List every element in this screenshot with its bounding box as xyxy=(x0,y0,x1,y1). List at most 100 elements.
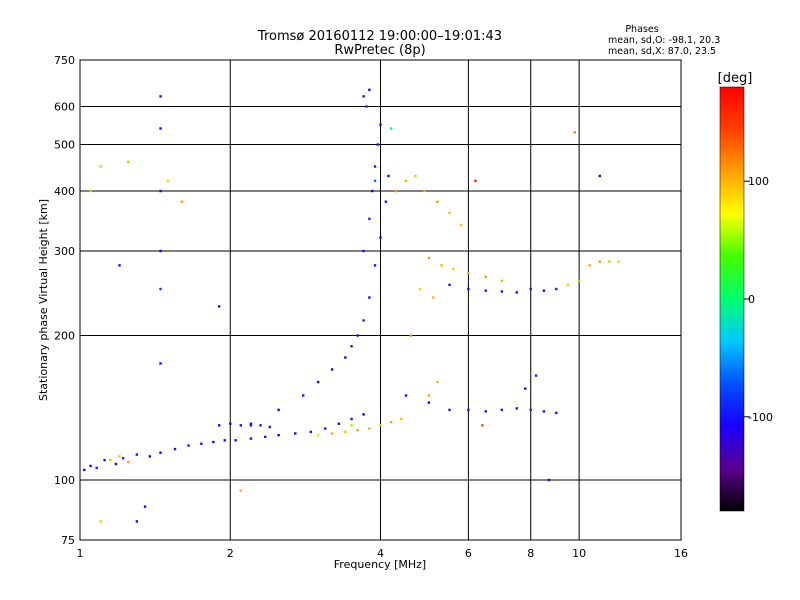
data-point xyxy=(598,174,601,178)
colorbar-tick-label: 0 xyxy=(748,293,755,306)
data-point xyxy=(436,200,439,203)
data-point xyxy=(459,223,463,227)
data-point xyxy=(350,424,353,427)
data-point xyxy=(356,429,359,432)
data-point xyxy=(180,200,184,203)
data-point xyxy=(389,420,393,424)
data-point xyxy=(362,249,365,253)
y-tick-label: 100 xyxy=(54,474,75,487)
data-point xyxy=(515,407,518,410)
data-point xyxy=(542,410,546,413)
data-point xyxy=(344,356,347,359)
data-point xyxy=(249,424,253,427)
data-point xyxy=(500,279,504,283)
data-point xyxy=(577,279,581,283)
data-point xyxy=(448,408,451,412)
data-point xyxy=(83,468,86,472)
data-point xyxy=(330,432,334,435)
data-point xyxy=(389,127,393,130)
data-point xyxy=(159,451,162,454)
data-point xyxy=(427,256,431,260)
data-point xyxy=(617,260,620,263)
data-point xyxy=(368,296,371,299)
data-point xyxy=(95,466,98,470)
data-point xyxy=(598,260,601,263)
data-point xyxy=(555,411,558,415)
data-point xyxy=(350,417,353,421)
data-point xyxy=(368,88,371,92)
data-point xyxy=(376,143,379,146)
data-point xyxy=(394,189,398,193)
data-point xyxy=(229,422,232,425)
data-point xyxy=(159,127,162,130)
data-point xyxy=(542,289,546,292)
data-point xyxy=(234,439,237,442)
data-point xyxy=(135,520,139,523)
data-point xyxy=(135,453,139,456)
data-point xyxy=(362,319,365,322)
data-point xyxy=(515,291,518,294)
data-point xyxy=(337,422,341,425)
data-points xyxy=(83,88,620,523)
data-point xyxy=(608,260,611,263)
x-axis-ticks: 1 2 4 6 8 10 16 xyxy=(77,547,689,560)
data-point xyxy=(399,417,403,421)
data-point xyxy=(217,305,221,308)
y-tick-label: 600 xyxy=(54,101,75,114)
data-point xyxy=(547,478,551,482)
colorbar-label: [deg] xyxy=(718,71,753,86)
data-point xyxy=(277,408,280,412)
data-point xyxy=(474,179,477,183)
data-point xyxy=(500,290,504,293)
y-tick-label: 400 xyxy=(54,185,75,198)
data-point xyxy=(159,362,162,365)
data-point xyxy=(440,264,443,267)
data-point xyxy=(268,425,271,429)
data-point xyxy=(467,271,470,275)
x-tick-label: 16 xyxy=(674,547,688,560)
data-point xyxy=(588,264,591,267)
stats-x-line: mean, sd,X: 87.0, 23.5 xyxy=(608,46,716,57)
x-tick-label: 8 xyxy=(527,547,534,560)
data-point xyxy=(529,408,532,412)
x-tick-label: 10 xyxy=(572,547,586,560)
stats-heading: Phases xyxy=(625,24,658,35)
data-point xyxy=(159,95,162,98)
x-tick-label: 1 xyxy=(77,547,84,560)
data-point xyxy=(166,179,170,183)
data-point xyxy=(223,439,226,442)
x-axis-label: Frequency [MHz] xyxy=(334,558,426,571)
data-point xyxy=(127,460,130,464)
data-point xyxy=(294,432,297,435)
data-point xyxy=(200,442,203,445)
data-point xyxy=(330,368,334,371)
data-point xyxy=(316,380,320,384)
data-point xyxy=(362,95,365,98)
data-point xyxy=(259,424,262,427)
data-point xyxy=(524,387,527,390)
plot-area xyxy=(79,59,682,541)
data-point xyxy=(555,287,558,291)
data-point xyxy=(362,413,365,416)
data-point xyxy=(448,211,451,215)
data-point xyxy=(249,437,253,440)
x-tick-label: 4 xyxy=(377,547,384,560)
colorbar-tick-label: 100 xyxy=(748,175,769,188)
data-point xyxy=(239,424,243,427)
chart-subtitle: RwPretec (8p) xyxy=(334,43,425,58)
data-point xyxy=(103,458,106,462)
data-point xyxy=(159,287,162,291)
data-point xyxy=(467,408,470,412)
y-tick-label: 75 xyxy=(61,534,75,547)
data-point xyxy=(148,455,152,458)
data-point xyxy=(373,264,377,267)
data-point xyxy=(173,447,177,451)
data-point xyxy=(99,520,102,523)
data-point xyxy=(484,289,487,292)
colorbar xyxy=(719,86,745,512)
data-point xyxy=(316,433,320,437)
data-point xyxy=(431,296,435,299)
data-point xyxy=(324,427,327,430)
data-point xyxy=(239,489,243,492)
data-point xyxy=(427,401,431,404)
